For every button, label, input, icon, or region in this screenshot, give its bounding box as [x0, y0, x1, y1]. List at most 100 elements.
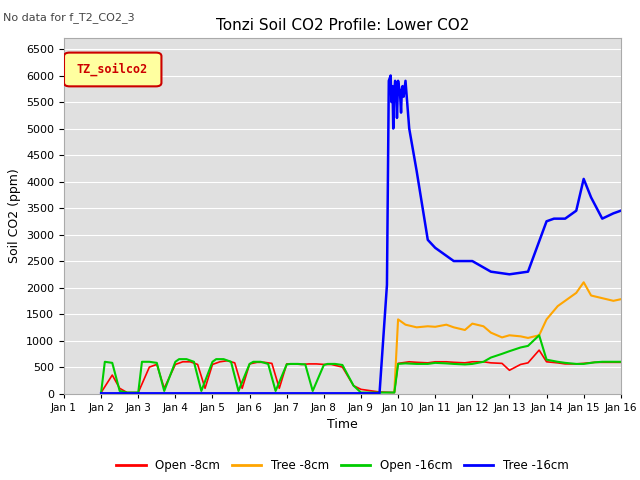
Tree -16cm: [339, 390, 346, 396]
Tree -16cm: [357, 390, 365, 396]
Open -16cm: [97, 390, 105, 396]
Tree -16cm: [134, 390, 142, 396]
FancyBboxPatch shape: [64, 53, 161, 86]
Tree -16cm: [506, 271, 513, 277]
Tree -8cm: [572, 290, 580, 296]
Tree -8cm: [468, 321, 476, 326]
Tree -8cm: [588, 293, 595, 299]
Line: Tree -16cm: Tree -16cm: [101, 75, 621, 393]
Tree -16cm: [450, 258, 458, 264]
Line: Tree -8cm: Tree -8cm: [394, 282, 621, 391]
Tree -8cm: [431, 324, 439, 330]
Tree -16cm: [283, 390, 291, 396]
Tree -16cm: [588, 194, 595, 200]
Open -8cm: [260, 360, 268, 365]
Tree -16cm: [413, 168, 420, 174]
Tree -16cm: [396, 88, 404, 94]
Tree -16cm: [395, 83, 403, 89]
Open -8cm: [253, 360, 261, 365]
Tree -8cm: [543, 316, 550, 322]
Tree -16cm: [399, 83, 406, 89]
Tree -8cm: [402, 322, 410, 327]
Tree -16cm: [388, 99, 396, 105]
Tree -16cm: [97, 390, 105, 396]
Tree -16cm: [550, 216, 558, 222]
Tree -16cm: [398, 88, 406, 94]
Tree -8cm: [617, 296, 625, 302]
Open -16cm: [324, 361, 332, 367]
Open -8cm: [223, 358, 231, 364]
Tree -16cm: [376, 390, 383, 396]
Open -8cm: [186, 359, 194, 365]
Tree -16cm: [385, 78, 392, 84]
Tree -8cm: [580, 279, 588, 285]
Open -16cm: [442, 360, 450, 366]
Open -16cm: [535, 333, 543, 338]
Tree -16cm: [598, 216, 606, 222]
Y-axis label: Soil CO2 (ppm): Soil CO2 (ppm): [8, 168, 20, 264]
Tree -8cm: [424, 324, 431, 329]
Legend: Open -8cm, Tree -8cm, Open -16cm, Tree -16cm: Open -8cm, Tree -8cm, Open -16cm, Tree -…: [111, 454, 573, 477]
Tree -16cm: [543, 218, 550, 224]
X-axis label: Time: Time: [327, 418, 358, 431]
Open -16cm: [617, 359, 625, 365]
Tree -16cm: [246, 390, 253, 396]
Tree -16cm: [392, 83, 400, 89]
Tree -16cm: [320, 390, 328, 396]
Tree -16cm: [402, 78, 410, 84]
Tree -16cm: [389, 126, 397, 132]
Tree -16cm: [609, 210, 617, 216]
Tree -8cm: [394, 316, 402, 322]
Tree -8cm: [413, 324, 420, 330]
Tree -8cm: [554, 303, 561, 309]
Open -8cm: [535, 347, 543, 353]
Tree -8cm: [535, 333, 543, 338]
Tree -8cm: [506, 333, 513, 338]
Tree -16cm: [424, 237, 431, 243]
Tree -8cm: [598, 295, 606, 301]
Tree -8cm: [524, 335, 532, 341]
Open -16cm: [309, 388, 317, 394]
Tree -8cm: [609, 298, 617, 304]
Tree -8cm: [442, 322, 450, 327]
Tree -16cm: [487, 269, 495, 275]
Tree -16cm: [387, 72, 394, 78]
Tree -8cm: [561, 298, 569, 304]
Open -16cm: [220, 356, 227, 362]
Tree -8cm: [487, 330, 495, 336]
Tree -8cm: [390, 388, 398, 394]
Tree -8cm: [450, 324, 458, 330]
Open -8cm: [238, 385, 246, 391]
Tree -16cm: [561, 216, 569, 222]
Tree -8cm: [461, 327, 468, 333]
Open -16cm: [235, 388, 243, 394]
Tree -16cm: [397, 110, 405, 116]
Tree -16cm: [394, 78, 402, 84]
Tree -16cm: [431, 245, 439, 251]
Tree -8cm: [516, 334, 524, 339]
Text: No data for f_T2_CO2_3: No data for f_T2_CO2_3: [3, 12, 135, 23]
Tree -16cm: [172, 390, 179, 396]
Open -8cm: [97, 390, 105, 396]
Tree -16cm: [391, 78, 399, 84]
Tree -16cm: [388, 83, 396, 89]
Tree -8cm: [498, 335, 506, 340]
Tree -8cm: [479, 324, 487, 329]
Text: TZ_soilco2: TZ_soilco2: [76, 62, 147, 76]
Line: Open -8cm: Open -8cm: [101, 350, 621, 393]
Tree -16cm: [524, 269, 532, 275]
Tree -16cm: [209, 390, 216, 396]
Tree -16cm: [393, 115, 401, 121]
Tree -16cm: [390, 88, 398, 94]
Open -8cm: [617, 360, 625, 365]
Tree -16cm: [405, 126, 413, 132]
Tree -16cm: [383, 282, 391, 288]
Title: Tonzi Soil CO2 Profile: Lower CO2: Tonzi Soil CO2 Profile: Lower CO2: [216, 18, 469, 33]
Open -8cm: [413, 360, 420, 365]
Tree -16cm: [572, 208, 580, 214]
Open -16cm: [609, 359, 617, 365]
Tree -16cm: [580, 176, 588, 182]
Tree -16cm: [400, 94, 408, 99]
Line: Open -16cm: Open -16cm: [101, 336, 621, 393]
Tree -16cm: [617, 208, 625, 214]
